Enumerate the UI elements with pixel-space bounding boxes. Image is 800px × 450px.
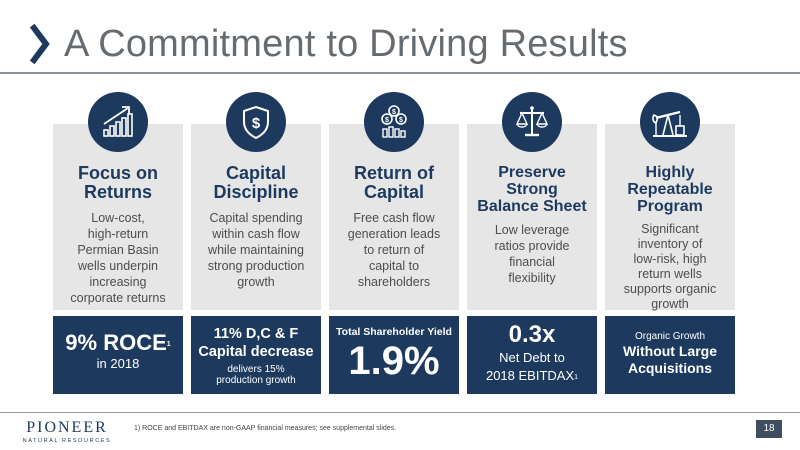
column-focus-on-returns: Focus on Returns Low-cost, high-return Per… — [53, 92, 183, 394]
metric-box-shareholder-yield: Total Shareholder Yield 1.9% — [329, 316, 459, 394]
balance-scale-icon — [502, 92, 562, 152]
metric-value: 9% ROCE1 — [65, 330, 171, 355]
column-heading: Return of Capital — [354, 163, 434, 202]
metric-value-line2: Capital decrease — [198, 344, 314, 360]
metric-value: 11% D,C & F — [213, 326, 299, 342]
column-heading: Focus on Returns — [78, 163, 158, 202]
page-number: 18 — [756, 420, 782, 438]
metric-caption-line2: 2018 EBITDAX1 — [485, 368, 579, 383]
column-description: Significant inventory of low-risk, high re… — [623, 222, 717, 311]
dollar-shield-icon: $ — [226, 92, 286, 152]
metric-box-net-debt: 0.3x Net Debt to 2018 EBITDAX1 — [467, 316, 597, 394]
column-return-of-capital: $ $ $ Return of Capital Free cash flow gen… — [329, 92, 459, 394]
results-columns: Focus on Returns Low-cost, high-return Per… — [53, 92, 737, 394]
column-heading: Preserve Strong Balance Sheet — [477, 164, 587, 215]
metric-box-organic-growth: Organic Growth Without Large Acquisition… — [605, 316, 735, 394]
column-heading: Highly Repeatable Program — [627, 164, 713, 215]
svg-text:$: $ — [252, 115, 261, 132]
column-capital-discipline: $ Capital Discipline Capital spending with… — [191, 92, 321, 394]
svg-text:$: $ — [399, 117, 403, 124]
metric-box-capital: 11% D,C & F Capital decrease delivers 15… — [191, 316, 321, 394]
column-panel — [191, 124, 321, 310]
footer-divider — [0, 412, 800, 413]
column-description: Capital spending within cash flow while m… — [207, 211, 305, 289]
metric-value: 0.3x — [508, 321, 556, 348]
column-balance-sheet: Preserve Strong Balance Sheet Low leverag… — [467, 92, 597, 394]
chevron-right-icon — [30, 24, 50, 64]
coins-bars-icon: $ $ $ — [364, 92, 424, 152]
company-logo: PIONEER NATURAL RESOURCES — [22, 419, 112, 444]
column-panel — [329, 124, 459, 310]
column-panel — [53, 124, 183, 310]
column-panel — [605, 124, 735, 310]
metric-value: Without Large — [623, 343, 717, 359]
growth-chart-icon — [88, 92, 148, 152]
metric-box-roce: 9% ROCE1 in 2018 — [53, 316, 183, 394]
metric-caption: Total Shareholder Yield — [336, 326, 452, 338]
metric-value: 1.9% — [348, 339, 440, 383]
metric-caption: Organic Growth — [634, 331, 706, 342]
footnote: 1) ROCE and EBITDAX are non-GAAP financi… — [134, 425, 397, 432]
title-row: A Commitment to Driving Results — [30, 18, 628, 70]
svg-text:$: $ — [385, 117, 389, 124]
svg-text:$: $ — [392, 109, 396, 116]
metric-caption: delivers 15% — [227, 364, 285, 375]
page-title: A Commitment to Driving Results — [64, 22, 628, 65]
column-repeatable-program: Highly Repeatable Program Significant inve… — [605, 92, 735, 394]
title-divider — [0, 72, 800, 74]
pumpjack-icon — [640, 92, 700, 152]
metric-caption: in 2018 — [96, 356, 140, 371]
metric-caption: Net Debt to — [499, 350, 565, 365]
column-panel — [467, 124, 597, 310]
metric-caption-line2: production growth — [216, 375, 296, 386]
column-heading: Capital Discipline — [213, 163, 299, 202]
column-description: Low-cost, high-return Permian Basin wells … — [70, 211, 166, 305]
column-description: Free cash flow generation leads to return… — [347, 211, 441, 289]
metric-value-line2: Acquisitions — [627, 360, 712, 376]
column-description: Low leverage ratios provide financial flex… — [494, 223, 570, 285]
